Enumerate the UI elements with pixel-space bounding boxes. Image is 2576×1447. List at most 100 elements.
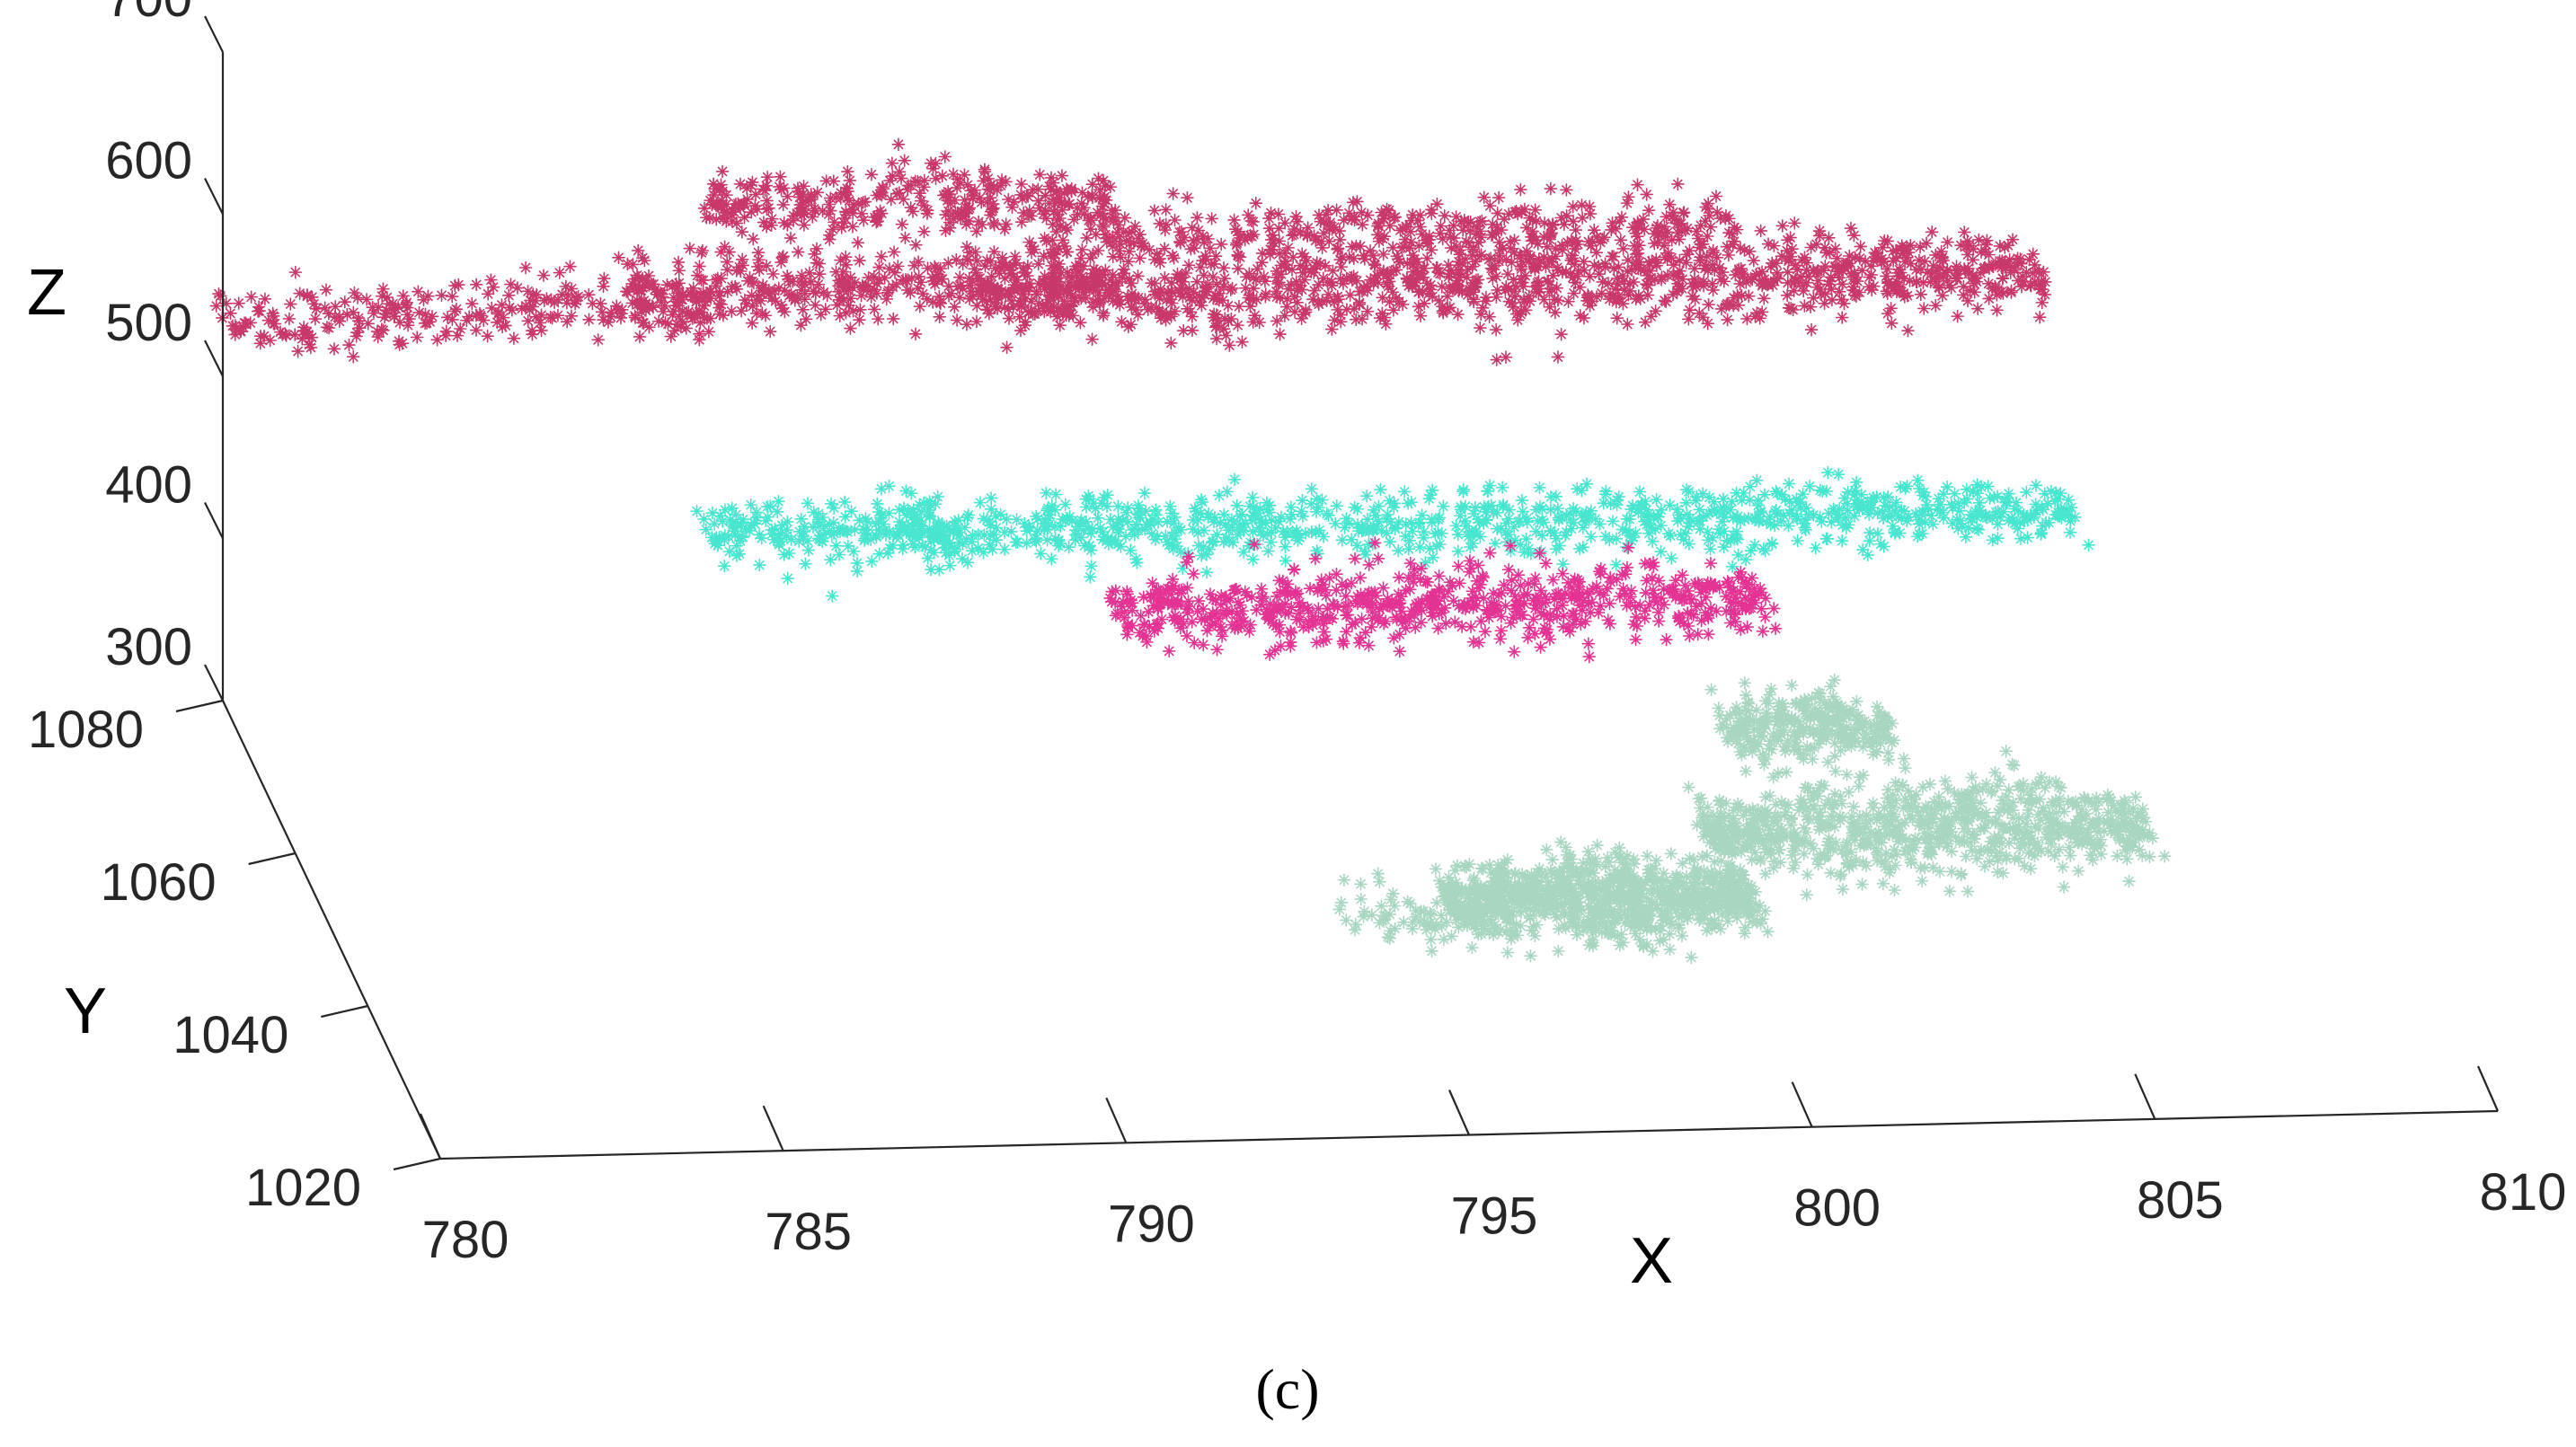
scatter-point	[1847, 509, 1862, 523]
scatter-point	[1368, 508, 1382, 523]
scatter-point	[1359, 625, 1373, 640]
scatter-point	[1283, 512, 1297, 526]
scatter-point	[1629, 632, 1642, 647]
scatter-point	[1040, 298, 1054, 313]
scatter-point	[1488, 536, 1502, 551]
scatter-point	[1959, 530, 1973, 544]
scatter-point	[1664, 847, 1678, 860]
scatter-point	[935, 169, 950, 183]
scatter-point	[1132, 508, 1146, 522]
scatter-point	[1377, 247, 1390, 261]
scatter-point	[730, 539, 744, 552]
scatter-point	[1571, 911, 1585, 924]
scatter-point	[1642, 507, 1656, 521]
scatter-point	[1306, 292, 1320, 306]
scatter-point	[1406, 248, 1420, 262]
scatter-point	[1116, 513, 1130, 527]
scatter-point	[1881, 262, 1894, 276]
scatter-point	[1176, 323, 1191, 338]
scatter-point	[1040, 533, 1054, 547]
scatter-point	[1270, 589, 1284, 604]
scatter-point	[901, 179, 916, 192]
scatter-point	[1491, 283, 1504, 297]
scatter-point	[1372, 234, 1386, 248]
scatter-point	[1528, 929, 1542, 943]
scatter-point	[1520, 244, 1534, 258]
scatter-point	[871, 497, 884, 511]
scatter-point	[1757, 488, 1772, 502]
scatter-point	[1046, 217, 1060, 232]
scatter-point	[1606, 870, 1620, 885]
scatter-point	[2005, 511, 2019, 525]
scatter-point	[791, 181, 805, 196]
scatter-point	[908, 540, 922, 554]
scatter-point	[625, 296, 640, 310]
scatter-point	[1323, 611, 1337, 625]
scatter-point	[2005, 284, 2018, 298]
scatter-point	[899, 484, 913, 498]
scatter-point	[1623, 277, 1637, 291]
scatter-point	[1315, 241, 1329, 255]
scatter-point	[1357, 280, 1371, 295]
scatter-point	[870, 530, 883, 544]
scatter-point	[244, 290, 258, 304]
scatter-point	[1566, 270, 1580, 285]
scatter-point	[1616, 855, 1629, 869]
scatter-point	[1951, 309, 1964, 323]
scatter-point	[1565, 249, 1580, 262]
scatter-point	[835, 221, 849, 234]
scatter-point	[1494, 610, 1509, 623]
scatter-point	[1250, 293, 1263, 306]
scatter-point	[1303, 581, 1317, 596]
scatter-point	[981, 182, 995, 196]
scatter-point	[1673, 611, 1686, 624]
scatter-point	[1600, 851, 1615, 865]
scatter-point	[903, 286, 917, 300]
scatter-point	[1664, 551, 1678, 565]
scatter-point	[1539, 260, 1553, 274]
scatter-point	[1404, 235, 1419, 249]
scatter-point	[1918, 516, 1932, 529]
scatter-point	[1910, 275, 1924, 289]
scatter-point	[1913, 240, 1927, 254]
scatter-point	[1957, 288, 1970, 302]
scatter-point	[878, 271, 891, 285]
scatter-point	[1014, 177, 1029, 191]
scatter-point	[1894, 242, 1908, 256]
scatter-point	[1745, 571, 1759, 585]
scatter-point	[842, 276, 855, 289]
scatter-point	[1628, 600, 1642, 613]
scatter-point	[1666, 878, 1680, 892]
scatter-point	[1653, 933, 1667, 948]
scatter-point	[816, 204, 829, 218]
scatter-point	[1208, 617, 1222, 631]
scatter-point	[1051, 290, 1066, 304]
scatter-point	[1801, 507, 1816, 522]
scatter-point	[1251, 262, 1264, 276]
scatter-point	[1559, 265, 1573, 278]
scatter-point	[449, 302, 464, 316]
scatter-point	[1610, 311, 1624, 325]
scatter-point	[1392, 597, 1406, 611]
scatter-point	[1507, 520, 1521, 534]
scatter-point	[1556, 592, 1570, 605]
scatter-point	[1490, 506, 1504, 520]
scatter-point	[1063, 510, 1076, 524]
scatter-point	[1258, 274, 1272, 288]
scatter-point	[1781, 276, 1795, 290]
scatter-point	[1009, 535, 1022, 549]
scatter-point	[1144, 588, 1157, 602]
scatter-point	[970, 272, 985, 286]
scatter-point	[1315, 493, 1329, 507]
scatter-point	[1147, 252, 1162, 267]
scatter-point	[1222, 524, 1235, 537]
scatter-point	[1575, 211, 1589, 225]
scatter-point	[1105, 595, 1119, 609]
scatter-point	[1468, 500, 1483, 515]
scatter-point	[1032, 168, 1047, 181]
scatter-point	[733, 201, 748, 215]
scatter-point	[1449, 210, 1463, 224]
scatter-point	[1484, 866, 1498, 879]
scatter-point	[1358, 252, 1372, 266]
scatter-point	[1680, 886, 1695, 900]
